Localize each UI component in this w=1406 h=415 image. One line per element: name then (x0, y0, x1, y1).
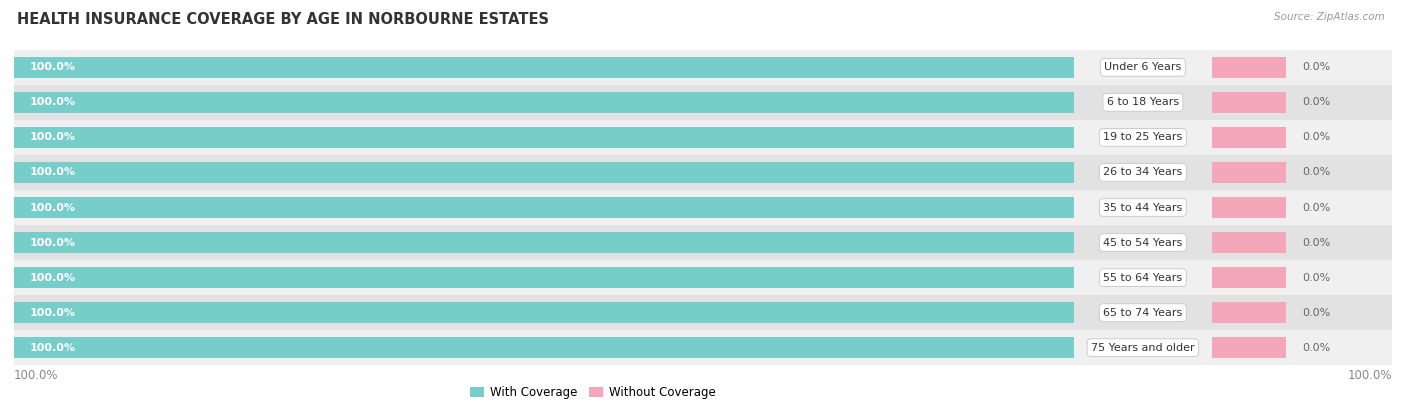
Text: 0.0%: 0.0% (1302, 168, 1330, 178)
Bar (14, 295, 1392, 330)
Bar (1212, 127, 1286, 148)
Text: 65 to 74 Years: 65 to 74 Years (1104, 308, 1182, 317)
Bar (1212, 267, 1286, 288)
Text: 0.0%: 0.0% (1302, 203, 1330, 212)
Bar (14, 330, 1392, 365)
Text: 100.0%: 100.0% (30, 273, 76, 283)
Bar (14, 225, 1392, 260)
Text: HEALTH INSURANCE COVERAGE BY AGE IN NORBOURNE ESTATES: HEALTH INSURANCE COVERAGE BY AGE IN NORB… (17, 12, 548, 27)
Text: 0.0%: 0.0% (1302, 62, 1330, 72)
Bar (1212, 92, 1286, 113)
Text: 100.0%: 100.0% (30, 168, 76, 178)
Bar (14, 127, 1074, 148)
Bar (14, 267, 1074, 288)
Legend: With Coverage, Without Coverage: With Coverage, Without Coverage (465, 381, 720, 403)
Bar (1212, 337, 1286, 358)
Bar (14, 190, 1392, 225)
Text: 100.0%: 100.0% (30, 308, 76, 317)
Text: 75 Years and older: 75 Years and older (1091, 343, 1195, 353)
Bar (14, 50, 1392, 85)
Text: 55 to 64 Years: 55 to 64 Years (1104, 273, 1182, 283)
Text: 35 to 44 Years: 35 to 44 Years (1104, 203, 1182, 212)
Bar (14, 197, 1074, 218)
Text: 6 to 18 Years: 6 to 18 Years (1107, 98, 1178, 107)
Text: 100.0%: 100.0% (30, 237, 76, 247)
Text: Under 6 Years: Under 6 Years (1104, 62, 1181, 72)
Text: Source: ZipAtlas.com: Source: ZipAtlas.com (1274, 12, 1385, 22)
Bar (1212, 302, 1286, 323)
Text: 100.0%: 100.0% (14, 369, 59, 382)
Bar (14, 232, 1074, 253)
Bar (14, 57, 1074, 78)
Text: 0.0%: 0.0% (1302, 273, 1330, 283)
Text: 0.0%: 0.0% (1302, 132, 1330, 142)
Bar (1212, 162, 1286, 183)
Bar (14, 337, 1074, 358)
Text: 0.0%: 0.0% (1302, 98, 1330, 107)
Text: 100.0%: 100.0% (30, 98, 76, 107)
Text: 0.0%: 0.0% (1302, 343, 1330, 353)
Text: 0.0%: 0.0% (1302, 308, 1330, 317)
Bar (14, 260, 1392, 295)
Bar (14, 162, 1074, 183)
Bar (14, 155, 1392, 190)
Text: 100.0%: 100.0% (30, 132, 76, 142)
Bar (14, 85, 1392, 120)
Text: 100.0%: 100.0% (1347, 369, 1392, 382)
Bar (1212, 232, 1286, 253)
Bar (14, 120, 1392, 155)
Text: 100.0%: 100.0% (30, 203, 76, 212)
Text: 19 to 25 Years: 19 to 25 Years (1104, 132, 1182, 142)
Bar (1212, 197, 1286, 218)
Text: 0.0%: 0.0% (1302, 237, 1330, 247)
Text: 100.0%: 100.0% (30, 343, 76, 353)
Bar (1212, 57, 1286, 78)
Text: 45 to 54 Years: 45 to 54 Years (1104, 237, 1182, 247)
Bar (14, 302, 1074, 323)
Bar (14, 92, 1074, 113)
Text: 100.0%: 100.0% (30, 62, 76, 72)
Text: 26 to 34 Years: 26 to 34 Years (1104, 168, 1182, 178)
